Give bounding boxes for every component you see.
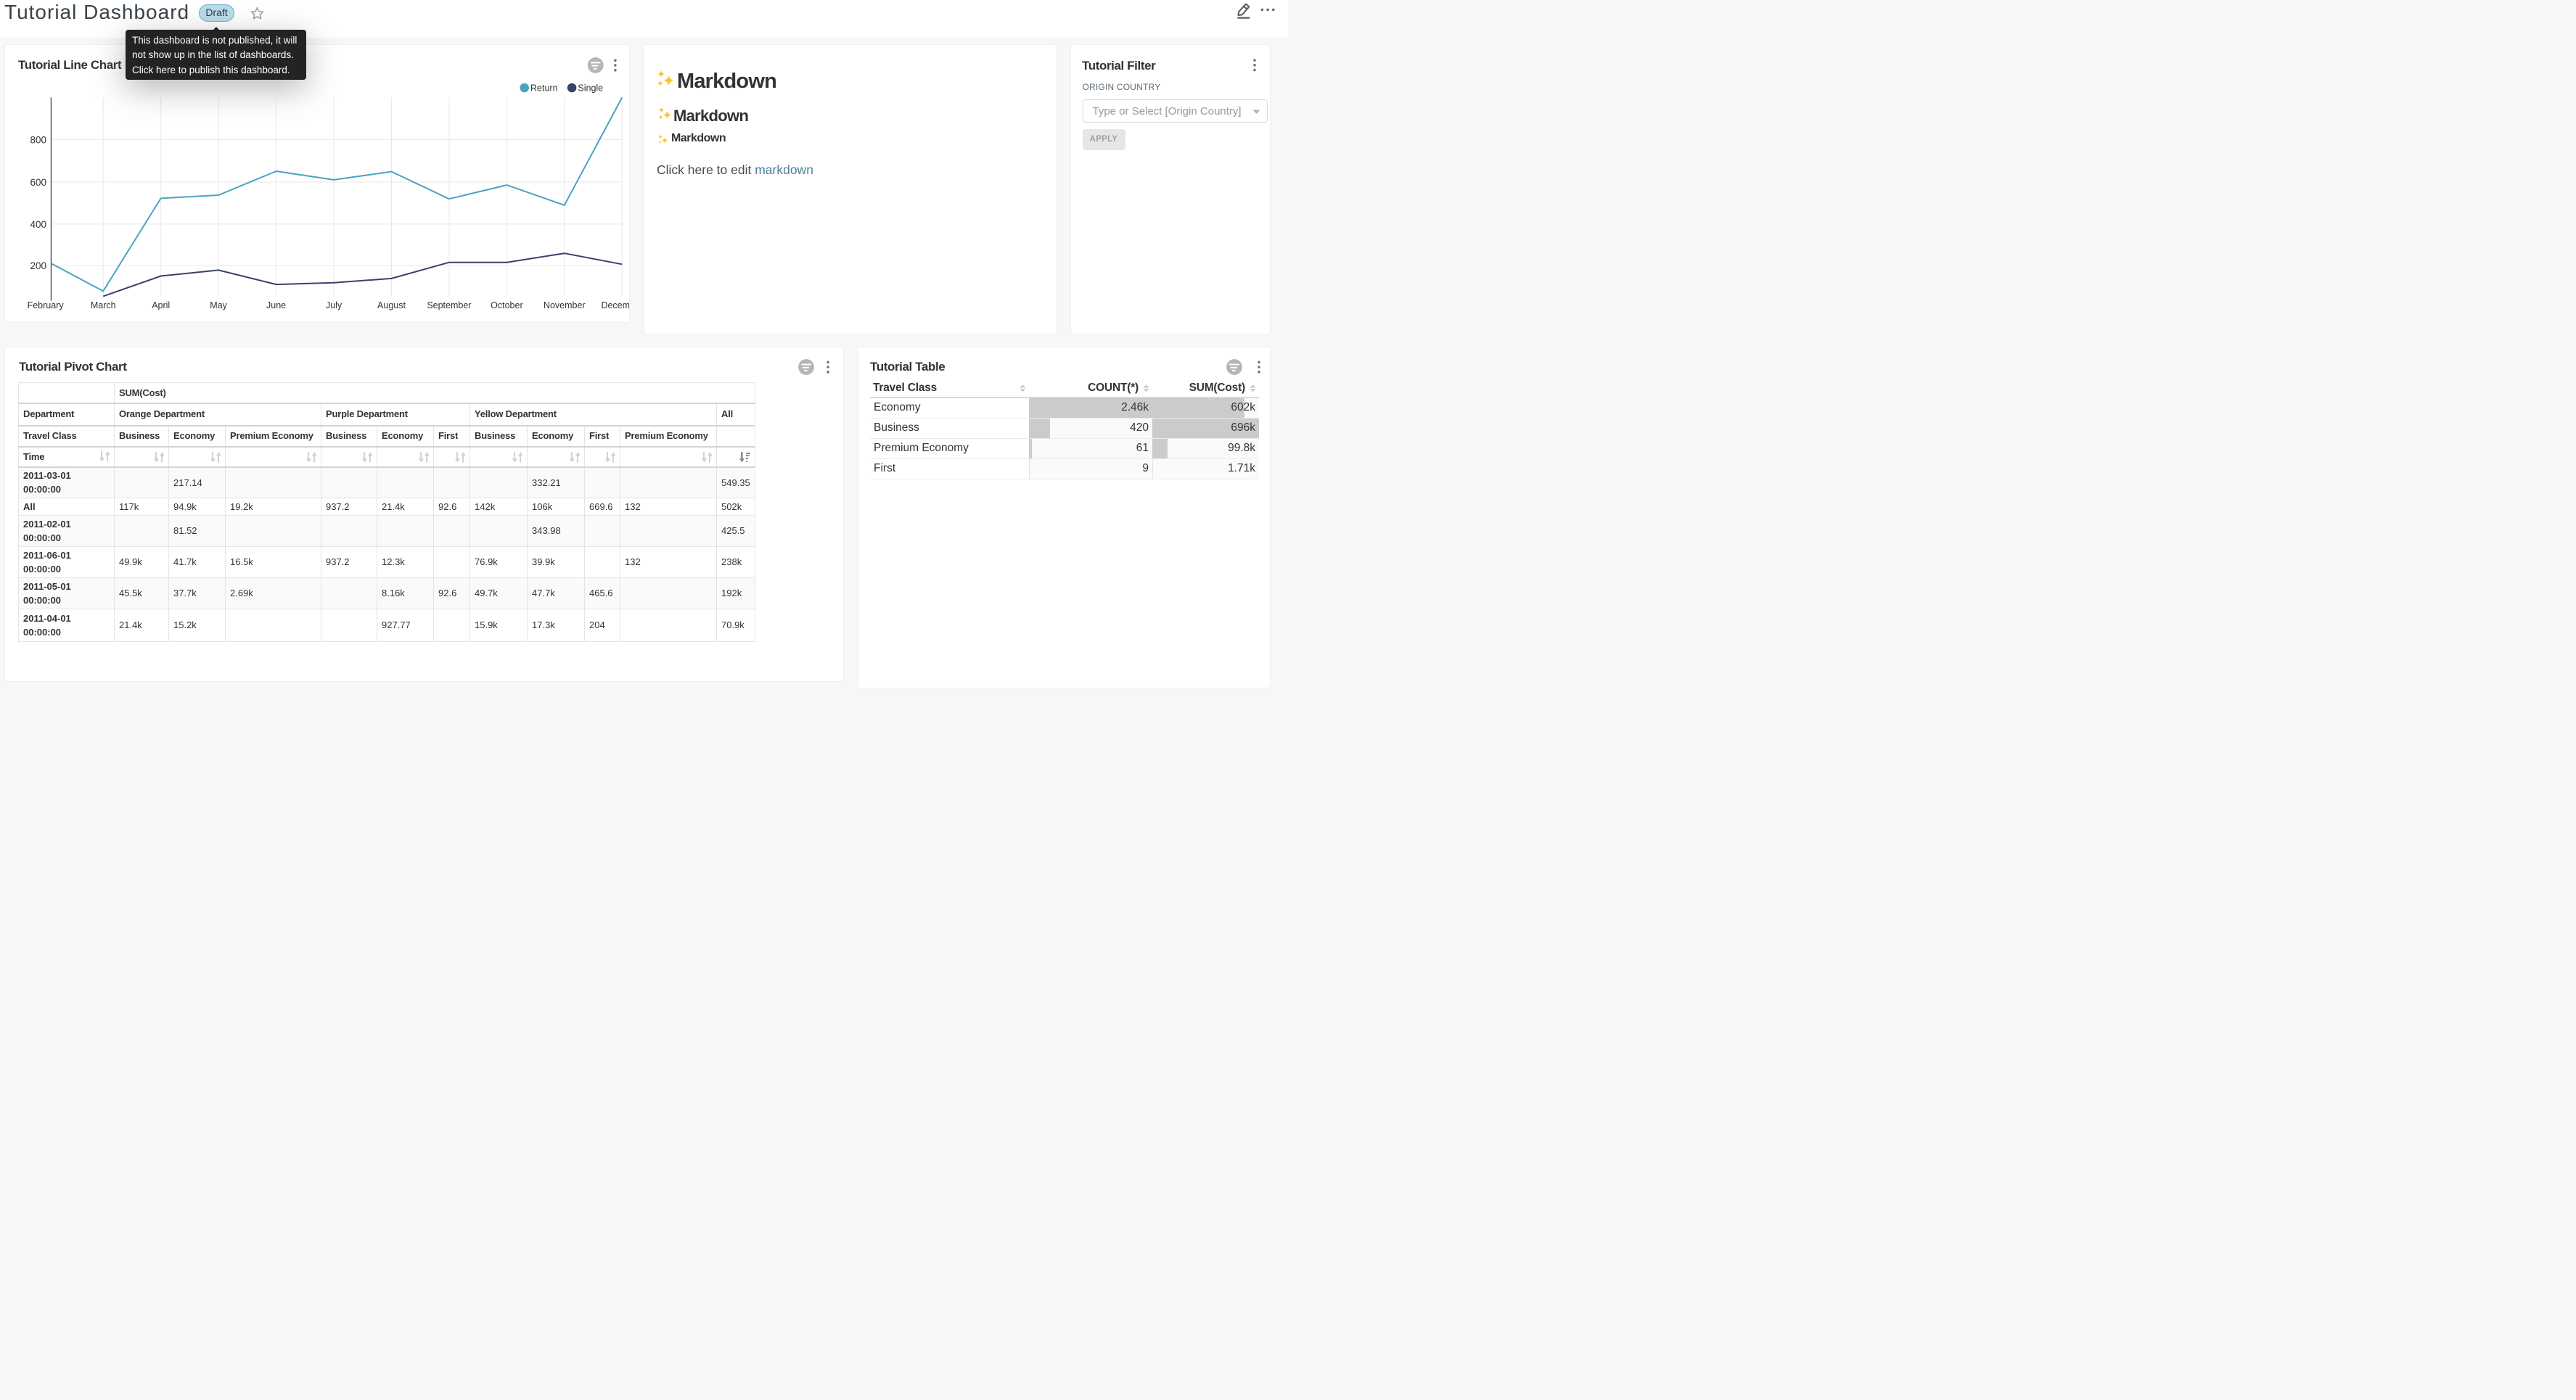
svg-text:July: July xyxy=(326,300,342,310)
svg-text:May: May xyxy=(210,300,227,310)
svg-text:June: June xyxy=(266,300,286,310)
svg-text:March: March xyxy=(91,300,116,310)
svg-text:October: October xyxy=(491,300,522,310)
svg-text:September: September xyxy=(427,300,471,310)
svg-text:400: 400 xyxy=(30,219,46,230)
svg-text:April: April xyxy=(152,300,170,310)
svg-text:Return: Return xyxy=(530,83,558,94)
svg-text:800: 800 xyxy=(30,134,46,145)
svg-text:200: 200 xyxy=(30,260,46,271)
svg-text:November: November xyxy=(543,300,586,310)
svg-text:600: 600 xyxy=(30,177,46,188)
svg-text:February: February xyxy=(28,300,65,310)
svg-text:December: December xyxy=(601,300,630,310)
svg-text:August: August xyxy=(377,300,406,310)
svg-text:Single: Single xyxy=(578,83,603,94)
